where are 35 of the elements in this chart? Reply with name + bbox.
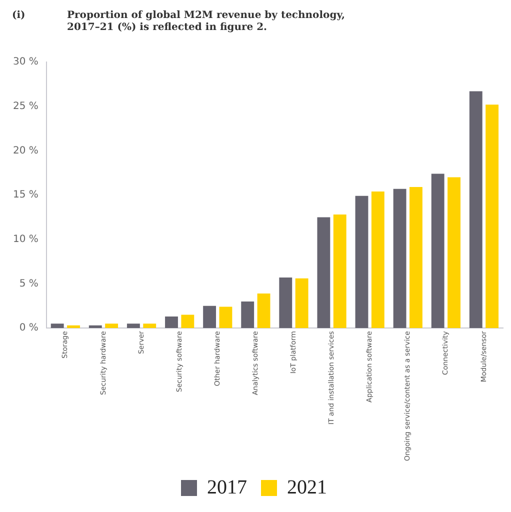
bar <box>371 191 384 328</box>
bar <box>393 188 406 328</box>
bar <box>279 278 292 328</box>
y-tick-label: 30 % <box>13 56 38 68</box>
bar <box>181 314 194 328</box>
bar <box>448 177 460 328</box>
bar <box>469 91 482 328</box>
chart-title: Proportion of global M2M revenue by technology, 2017–21 (%) is reflected in figure 2. <box>67 10 346 35</box>
bar <box>126 324 140 328</box>
bar <box>333 214 346 328</box>
bar <box>431 174 444 328</box>
y-tick-label: 0 % <box>19 322 38 334</box>
y-tick-label: 5 % <box>19 278 38 290</box>
y-tick-label: 15 % <box>13 190 38 201</box>
bar <box>219 306 232 328</box>
bar <box>105 324 118 328</box>
bar <box>486 104 499 328</box>
bar <box>295 278 308 328</box>
bar <box>143 324 156 328</box>
bar <box>203 306 216 328</box>
legend-label: 2017 <box>207 476 247 498</box>
bar <box>88 325 102 328</box>
y-tick-label: 10 % <box>13 234 38 245</box>
bar <box>257 293 270 328</box>
bar <box>50 324 64 328</box>
y-tick-label: 25 % <box>13 100 38 112</box>
text: (i) <box>12 10 26 23</box>
y-tick-label: 20 % <box>13 145 38 156</box>
legend-label: 2021 <box>287 476 327 498</box>
bar <box>165 316 178 328</box>
bar <box>317 217 330 328</box>
bar <box>409 187 422 328</box>
bar <box>241 301 254 328</box>
bar <box>67 325 80 328</box>
bar <box>355 196 368 328</box>
